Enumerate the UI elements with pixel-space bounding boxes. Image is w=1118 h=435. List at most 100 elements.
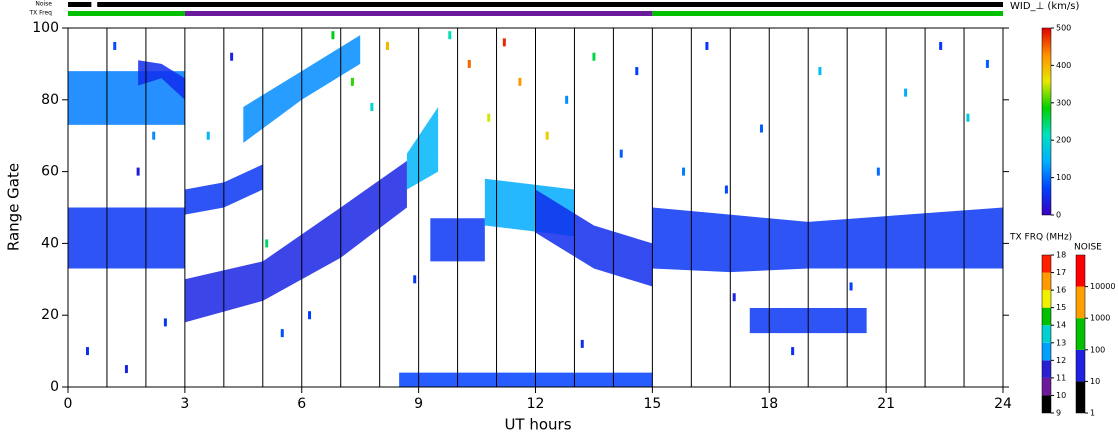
colorbar-tick-label: 11 <box>1056 373 1066 382</box>
echo-band <box>652 207 1003 273</box>
echo-cell <box>849 282 853 291</box>
colorbar-tick-label: 10000 <box>1090 282 1115 291</box>
x-tick-label: 24 <box>994 396 1012 412</box>
echo-cell <box>280 329 284 338</box>
x-tick-label: 15 <box>643 396 661 412</box>
y-tick-label: 0 <box>50 379 59 395</box>
echo-cell <box>370 102 374 111</box>
colorbar-tick-label: 400 <box>1056 61 1071 70</box>
x-tick-label: 0 <box>64 396 73 412</box>
echo-cell <box>124 365 128 374</box>
colorbar-segment <box>1042 255 1051 273</box>
colorbar-segment <box>1076 349 1085 382</box>
echo-cell <box>113 41 117 50</box>
colorbar-tick-label: 17 <box>1056 268 1066 277</box>
echo-cell <box>518 77 522 86</box>
echo-cell <box>682 167 686 176</box>
status-segment <box>652 11 1003 16</box>
echo-cell <box>724 185 728 194</box>
x-tick-label: 6 <box>297 396 306 412</box>
echo-cell <box>565 95 569 104</box>
echo-cell <box>85 347 89 356</box>
echo-band <box>184 160 407 323</box>
echo-cell <box>230 52 234 61</box>
echo-cell <box>350 77 354 86</box>
colorbar-title: TX FRQ (MHz) <box>1009 233 1072 243</box>
colorbar-segment <box>1076 381 1085 413</box>
echo-cell <box>487 113 491 122</box>
colorbar-tick-label: 10 <box>1090 377 1100 386</box>
y-tick-label: 80 <box>41 92 59 108</box>
echo-band <box>68 71 185 125</box>
echo-cell <box>619 149 623 158</box>
echo-band <box>138 60 185 100</box>
colorbar-title: NOISE <box>1074 243 1102 253</box>
colorbar-segment <box>1042 342 1051 361</box>
colorbar-tick-label: 200 <box>1056 136 1071 145</box>
y-tick-label: 100 <box>32 20 59 36</box>
echo-cell <box>791 347 795 356</box>
colorbar-tick-label: 16 <box>1056 286 1066 295</box>
colorbar-frame <box>1075 254 1086 414</box>
x-tick-label: 12 <box>527 396 545 412</box>
echo-cell <box>502 38 506 47</box>
echo-cell <box>818 67 822 76</box>
echo-cell <box>592 52 596 61</box>
echo-cell <box>985 59 989 68</box>
colorbar-segment <box>1042 360 1051 378</box>
echo-cell <box>308 311 312 320</box>
echo-cell <box>152 131 156 140</box>
status-segment <box>68 2 92 7</box>
y-tick-label: 40 <box>41 235 59 251</box>
colorbar-tick-label: 13 <box>1056 338 1066 347</box>
colorbar-tick-label: 18 <box>1056 251 1066 260</box>
echo-cell <box>467 59 471 68</box>
echo-cell <box>759 124 763 133</box>
colorbar-segment <box>1042 377 1051 396</box>
y-axis-label: Range Gate <box>5 163 23 251</box>
status-segment <box>97 2 1003 7</box>
colorbar-segment <box>1042 272 1051 291</box>
x-tick-label: 9 <box>414 396 423 412</box>
x-tick-label: 18 <box>760 396 778 412</box>
strip-label: Noise <box>35 1 52 8</box>
colorbar-tick-label: 1 <box>1090 409 1095 418</box>
colorbar-tick-label: 9 <box>1056 409 1061 418</box>
colorbar-tick-label: 100 <box>1090 345 1105 354</box>
colorbar-segment <box>1076 318 1085 350</box>
colorbar-segment <box>1076 255 1085 287</box>
colorbar-tick-label: 100 <box>1056 173 1071 182</box>
echo-cell <box>448 31 452 40</box>
status-segment <box>184 11 653 16</box>
colorbar-segment <box>1042 307 1051 326</box>
colorbar <box>1041 27 1052 216</box>
colorbar-segment <box>1042 395 1051 413</box>
colorbar-tick-label: 14 <box>1056 321 1066 330</box>
x-tick-label: 3 <box>180 396 189 412</box>
echo-cell <box>206 131 210 140</box>
colorbar-tick-label: 1000 <box>1090 314 1110 323</box>
echo-cell <box>966 113 970 122</box>
echo-cell <box>705 41 709 50</box>
colorbar-tick-label: 10 <box>1056 391 1066 400</box>
echo-cell <box>163 318 167 327</box>
echo-cell <box>136 167 140 176</box>
echo-cell <box>331 31 335 40</box>
echo-cell <box>939 41 943 50</box>
echo-cell <box>732 293 736 302</box>
colorbar-tick-label: 300 <box>1056 98 1071 107</box>
echo-cell <box>904 88 908 97</box>
echo-cell <box>876 167 880 176</box>
strip-label: TX Freq <box>28 10 52 17</box>
echo-cell <box>580 339 584 348</box>
echo-band <box>535 189 653 287</box>
colorbar-tick-label: 12 <box>1056 356 1066 365</box>
colorbar-title: WID_⊥ (km/s) <box>1010 1 1079 12</box>
status-segment <box>68 11 185 16</box>
echo-band <box>68 207 185 269</box>
y-tick-label: 60 <box>41 164 59 180</box>
colorbar-segment <box>1042 290 1051 308</box>
x-axis-label: UT hours <box>504 416 571 434</box>
colorbar-frame <box>1041 254 1052 414</box>
